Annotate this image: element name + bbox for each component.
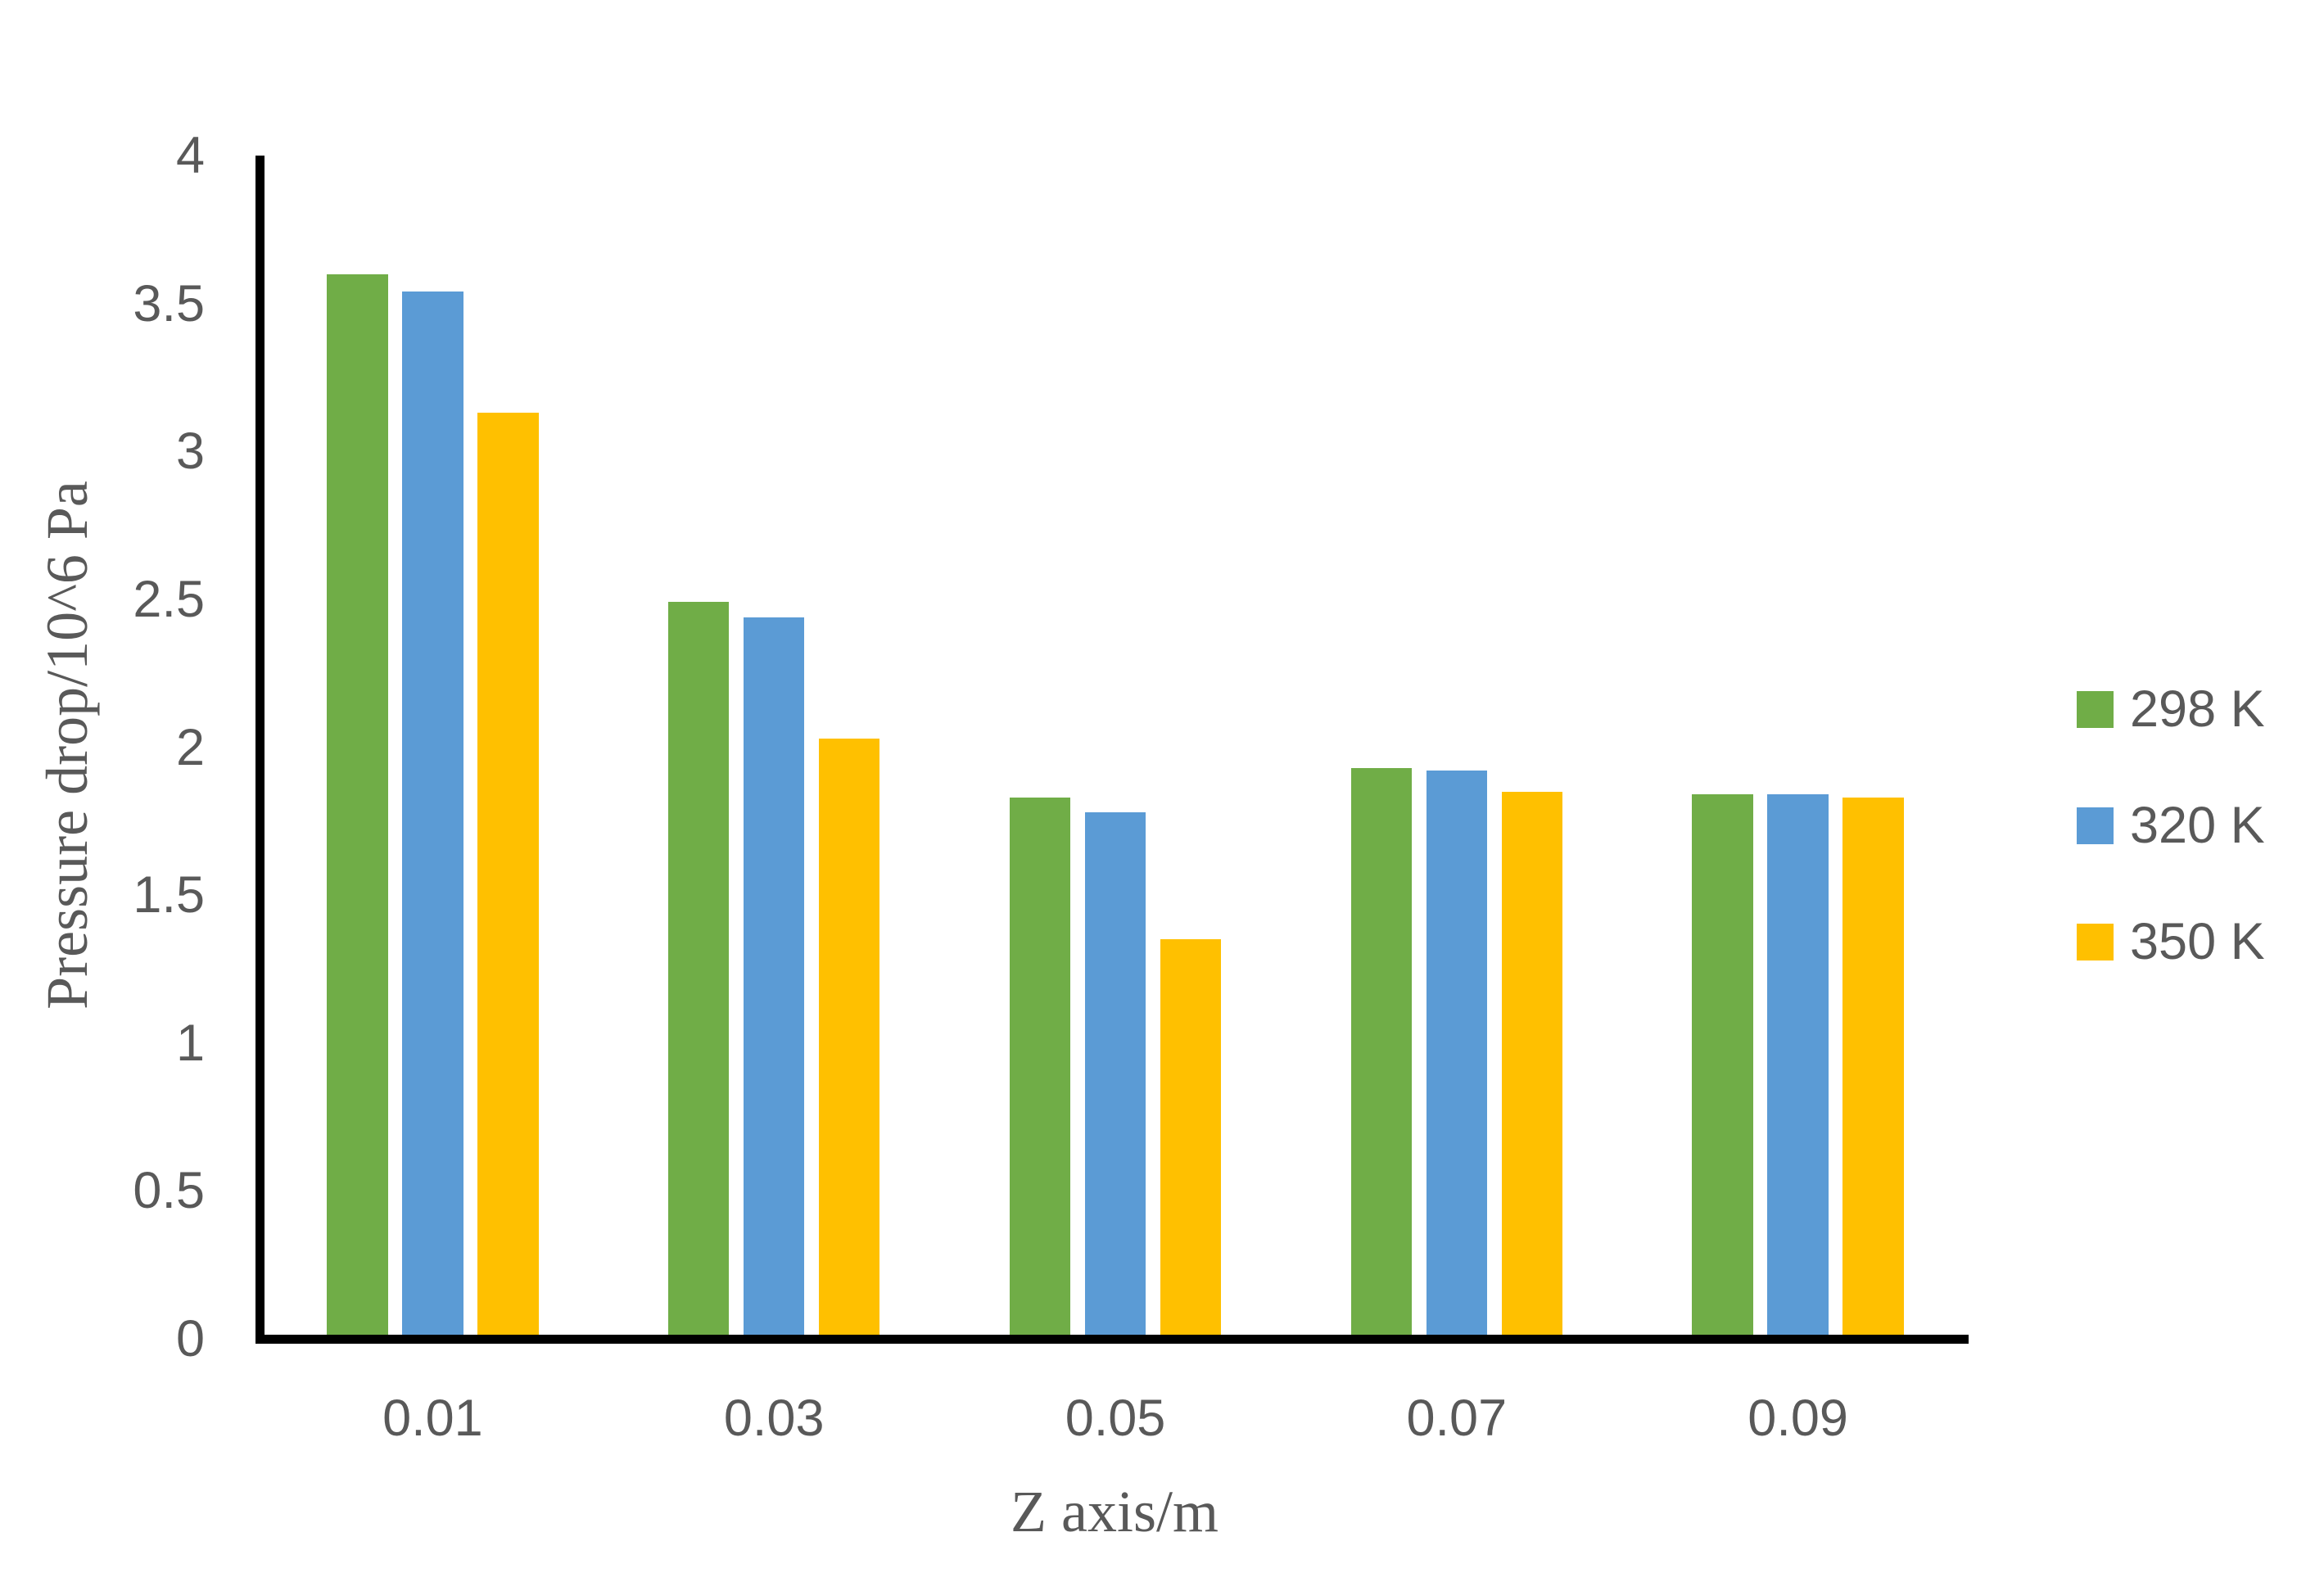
legend-entry-350K: 350 K — [2077, 912, 2265, 971]
legend-entry-298K: 298 K — [2077, 680, 2265, 739]
y-tick-label: 3.5 — [133, 274, 205, 332]
y-tick-label: 1 — [175, 1014, 205, 1072]
bar-350K-0.09 — [1842, 797, 1904, 1335]
legend-swatch-icon — [2077, 690, 2114, 728]
x-tick-label: 0.09 — [1748, 1390, 1848, 1447]
bar-298K-0.03 — [667, 602, 730, 1335]
y-tick-label: 0.5 — [133, 1162, 205, 1220]
bar-298K-0.05 — [1009, 797, 1071, 1335]
bar-320K-0.03 — [743, 617, 805, 1335]
y-tick-label: 2 — [175, 718, 205, 776]
y-tick-label: 1.5 — [133, 866, 205, 924]
bar-298K-0.01 — [327, 273, 388, 1335]
legend-entry-320K: 320 K — [2077, 796, 2265, 855]
x-tick-label: 0.01 — [382, 1390, 483, 1447]
legend-label: 320 K — [2130, 797, 2265, 854]
y-tick-label: 3 — [175, 423, 205, 481]
y-tick-label: 0 — [175, 1310, 205, 1367]
bar-320K-0.05 — [1084, 811, 1146, 1335]
x-axis-line — [255, 1335, 1969, 1344]
bar-350K-0.07 — [1501, 791, 1563, 1335]
bar-350K-0.05 — [1160, 939, 1222, 1335]
legend-swatch-icon — [2077, 923, 2114, 960]
bar-320K-0.09 — [1767, 794, 1829, 1335]
y-tick-label: 4 — [175, 127, 205, 184]
bar-298K-0.07 — [1350, 767, 1413, 1335]
legend-swatch-icon — [2077, 807, 2114, 844]
x-tick-label: 0.07 — [1406, 1390, 1508, 1447]
bar-320K-0.01 — [402, 292, 463, 1335]
bar-298K-0.09 — [1692, 794, 1753, 1335]
y-tick-label: 2.5 — [133, 570, 205, 628]
bar-350K-0.01 — [477, 413, 539, 1335]
x-tick-label: 0.05 — [1065, 1390, 1166, 1447]
bar-350K-0.03 — [818, 738, 880, 1335]
legend-label: 298 K — [2130, 680, 2265, 738]
y-axis-line — [255, 156, 265, 1344]
legend-label: 350 K — [2130, 913, 2265, 970]
x-axis-title: Z axis/m — [1011, 1479, 1219, 1544]
x-tick-label: 0.03 — [723, 1390, 825, 1447]
bar-320K-0.07 — [1426, 771, 1488, 1335]
